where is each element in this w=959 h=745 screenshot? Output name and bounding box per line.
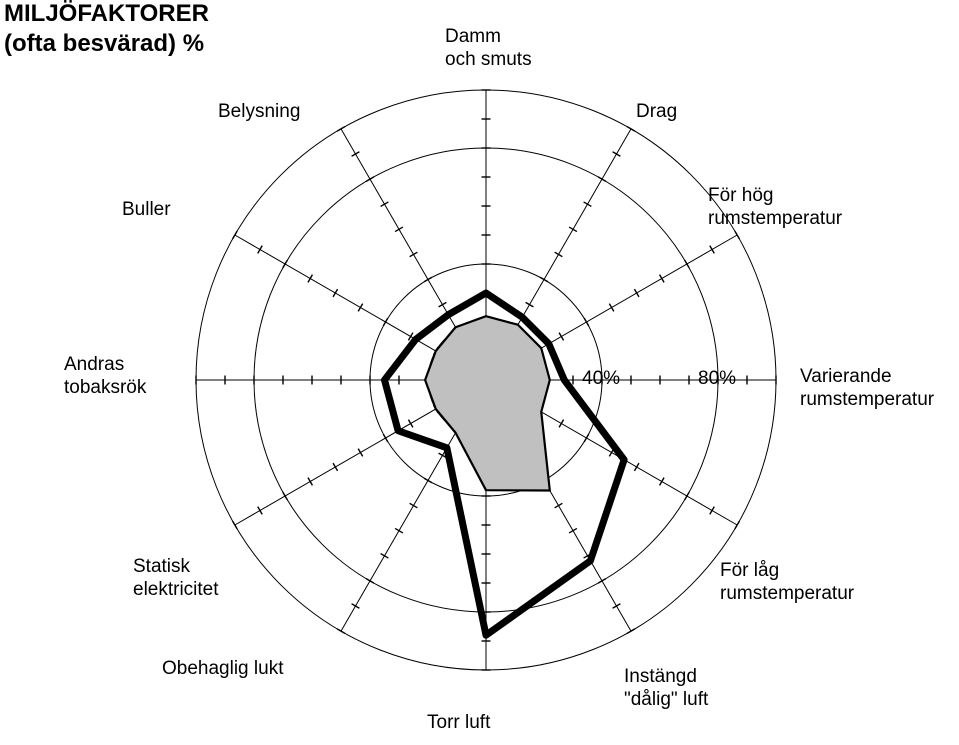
axis-label-hogtemp: För hög rumstemperatur: [708, 185, 842, 231]
axis-label-vartemp: Varierande rumstemperatur: [800, 366, 934, 412]
tick-label-80: 80%: [698, 368, 736, 391]
axis-label-lagtemp: För låg rumstemperatur: [720, 560, 854, 606]
axis-label-belysning: Belysning: [218, 101, 300, 124]
axis-label-lukt: Obehaglig lukt: [162, 658, 283, 681]
axis-label-statisk: Statisk elektricitet: [133, 556, 219, 602]
axis-label-buller: Buller: [122, 199, 171, 222]
axis-label-damm: Damm och smuts: [445, 26, 532, 72]
tick-label-40: 40%: [582, 368, 620, 391]
axis-label-drag: Drag: [636, 101, 677, 124]
radar-chart-container: { "title_line1": "MILJÖFAKTORER", "title…: [0, 0, 959, 745]
axis-label-instangd: Instängd "dålig" luft: [624, 666, 708, 712]
axis-label-torrluft: Torr luft: [427, 712, 490, 735]
axis-label-tobak: Andras tobaksrök: [64, 354, 146, 400]
